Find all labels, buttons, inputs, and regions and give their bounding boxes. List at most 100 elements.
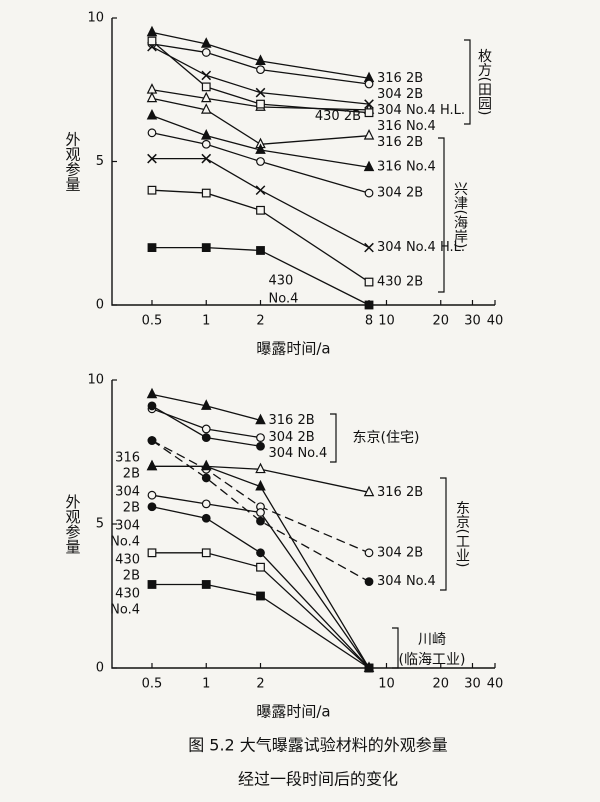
series-label: 430 No.4: [110, 586, 140, 617]
series-label: 304 2B: [115, 484, 140, 515]
marker: [256, 65, 265, 75]
series-label: 430 2B: [377, 275, 423, 290]
x-axis-title: 曝露时间/a: [256, 340, 330, 358]
marker: [146, 108, 158, 120]
marker: [364, 577, 374, 586]
marker: [256, 99, 265, 109]
x-tick-label: 40: [487, 677, 504, 692]
series-label: 316 2B: [377, 485, 423, 500]
x-tick-label: 10: [378, 677, 395, 692]
series-label-line: 430: [115, 552, 140, 567]
marker: [201, 548, 211, 558]
marker: [147, 436, 157, 445]
x-tick-label: 30: [464, 677, 481, 692]
x-tick-label: 20: [432, 677, 449, 692]
y-tick-label: 0: [96, 661, 104, 676]
marker: [364, 548, 374, 558]
marker: [147, 128, 157, 138]
series-label: 304 2B: [377, 87, 423, 102]
marker: [363, 485, 375, 497]
marker: [146, 91, 158, 103]
series-line: [151, 439, 370, 554]
series-line: [151, 40, 370, 114]
series-line: [151, 552, 370, 669]
series-line: [151, 43, 370, 85]
group-label: 枚方(田园): [476, 49, 492, 116]
marker: [255, 54, 266, 65]
marker: [147, 153, 157, 164]
series-label-line: 304: [115, 484, 140, 499]
series-label-line: No.4: [110, 602, 140, 617]
series-label-line: 316: [115, 450, 140, 465]
x-tick-label: 40: [487, 314, 504, 329]
series-label: 430 2B: [315, 109, 361, 124]
series-line: [151, 583, 370, 669]
marker: [201, 153, 212, 164]
series-label-line: 430: [115, 586, 140, 601]
y-axis-title: 外观参量: [64, 132, 82, 192]
y-tick-label: 5: [96, 517, 104, 532]
marker: [255, 185, 266, 196]
series-line: [151, 439, 370, 583]
marker: [147, 185, 157, 195]
group-bracket: [464, 39, 471, 125]
marker: [201, 139, 211, 149]
marker: [200, 399, 212, 410]
marker: [201, 188, 211, 198]
axis-frame: [111, 18, 495, 306]
marker: [200, 459, 212, 471]
series-line: [151, 114, 370, 168]
marker: [200, 103, 212, 114]
caption-line: 经过一段时间后的变化: [238, 770, 398, 789]
marker: [364, 277, 374, 287]
series-line: [151, 246, 370, 306]
group-bracket: [330, 413, 337, 463]
x-tick-label: 1: [202, 677, 210, 692]
series-line: [151, 494, 370, 669]
series-label-line: 2B: [123, 568, 140, 583]
series-label: 304 No.4: [269, 446, 328, 461]
series-label: 316 2B: [377, 71, 423, 86]
x-tick-label: 0.5: [142, 314, 163, 329]
group-label: 东京(住宅): [353, 430, 420, 446]
series-label: 304 2B: [269, 430, 315, 445]
series-label: 316 No.4: [377, 160, 436, 175]
series-label: 304 No.4: [377, 574, 436, 589]
group-bracket: [392, 627, 399, 669]
marker: [256, 516, 265, 526]
series-label: 316 2B: [115, 450, 140, 481]
group-bracket: [438, 137, 445, 293]
marker: [255, 87, 266, 98]
marker: [256, 562, 265, 572]
caption-line: 图 5.2 大气曝露试验材料的外观参量: [188, 736, 448, 755]
x-tick-label: 1: [202, 314, 210, 329]
marker: [256, 591, 265, 601]
y-tick-label: 0: [96, 298, 104, 313]
x-tick-label: 8: [365, 314, 373, 329]
marker: [200, 37, 212, 48]
marker: [200, 91, 212, 103]
marker: [255, 479, 266, 491]
series-label: 430 No.4: [269, 273, 299, 306]
marker: [201, 243, 211, 253]
group-label: 兴津(海岸): [452, 182, 468, 249]
marker: [256, 548, 265, 558]
series-label-line: 2B: [123, 466, 140, 481]
series-line: [151, 132, 370, 194]
group-label: (临海工业): [399, 652, 466, 668]
marker: [201, 433, 211, 443]
marker: [200, 129, 212, 140]
y-axis-title: 外观参量: [64, 494, 82, 554]
x-axis-title: 曝露时间/a: [256, 703, 330, 721]
marker: [363, 129, 375, 140]
series-label-line: No.4: [110, 534, 140, 549]
marker: [201, 580, 211, 589]
series-label: 304 No.4 H.L.: [377, 240, 465, 255]
marker: [364, 663, 374, 673]
series-line: [151, 506, 370, 669]
series-line: [151, 189, 370, 283]
marker: [146, 25, 158, 37]
marker: [364, 242, 374, 253]
